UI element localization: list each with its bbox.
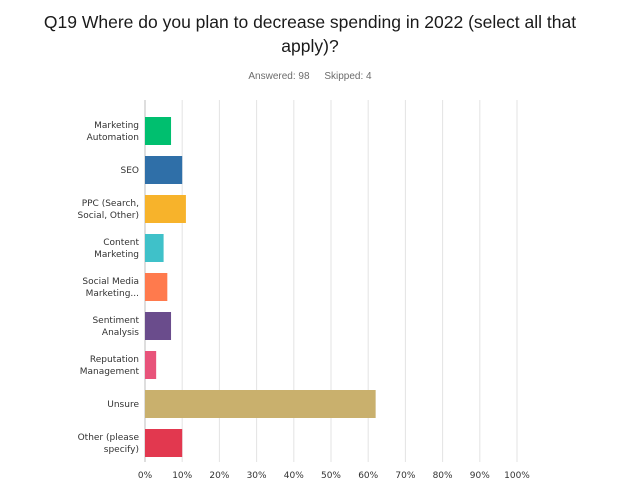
- x-tick-label: 40%: [284, 471, 304, 481]
- x-tick-label: 10%: [172, 471, 192, 481]
- x-tick-label: 30%: [247, 471, 267, 481]
- category-label: SEO: [121, 166, 139, 176]
- bar: [145, 156, 183, 184]
- category-label: Social, Other): [78, 211, 139, 221]
- skipped-count: Skipped: 4: [324, 71, 372, 82]
- answered-count: Answered: 98: [248, 71, 310, 82]
- x-tick-label: 50%: [321, 471, 341, 481]
- x-tick-label: 90%: [470, 471, 490, 481]
- category-label: Other (please: [78, 433, 140, 443]
- x-tick-label: 0%: [138, 471, 153, 481]
- bar: [145, 117, 172, 145]
- bar: [145, 312, 172, 340]
- chart-title: Q19 Where do you plan to decrease spendi…: [0, 10, 620, 58]
- category-label: Marketing...: [86, 289, 139, 299]
- x-tick-label: 70%: [395, 471, 415, 481]
- bar: [145, 390, 376, 418]
- category-label: Analysis: [102, 328, 139, 338]
- bar: [145, 273, 168, 301]
- x-tick-label: 20%: [209, 471, 229, 481]
- category-label: Automation: [87, 133, 139, 143]
- category-label: Sentiment: [92, 316, 139, 326]
- category-label: Reputation: [90, 355, 139, 365]
- category-label: specify): [104, 445, 139, 455]
- category-label: Content: [103, 238, 139, 248]
- bar: [145, 234, 164, 262]
- category-label: PPC (Search,: [82, 199, 139, 209]
- response-stats: Answered: 98 Skipped: 4: [0, 71, 620, 82]
- category-label: Marketing: [94, 121, 139, 131]
- category-label: Social Media: [82, 277, 139, 287]
- chart-title-line-2: apply)?: [281, 36, 339, 56]
- x-tick-label: 100%: [504, 471, 530, 481]
- x-tick-label: 80%: [433, 471, 453, 481]
- category-label: Marketing: [94, 250, 139, 260]
- bar: [145, 195, 186, 223]
- bar: [145, 351, 157, 379]
- category-label: Management: [80, 367, 140, 377]
- bar: [145, 429, 183, 457]
- x-tick-label: 60%: [358, 471, 378, 481]
- chart-title-line-1: Q19 Where do you plan to decrease spendi…: [43, 12, 577, 32]
- category-label: Unsure: [107, 400, 139, 410]
